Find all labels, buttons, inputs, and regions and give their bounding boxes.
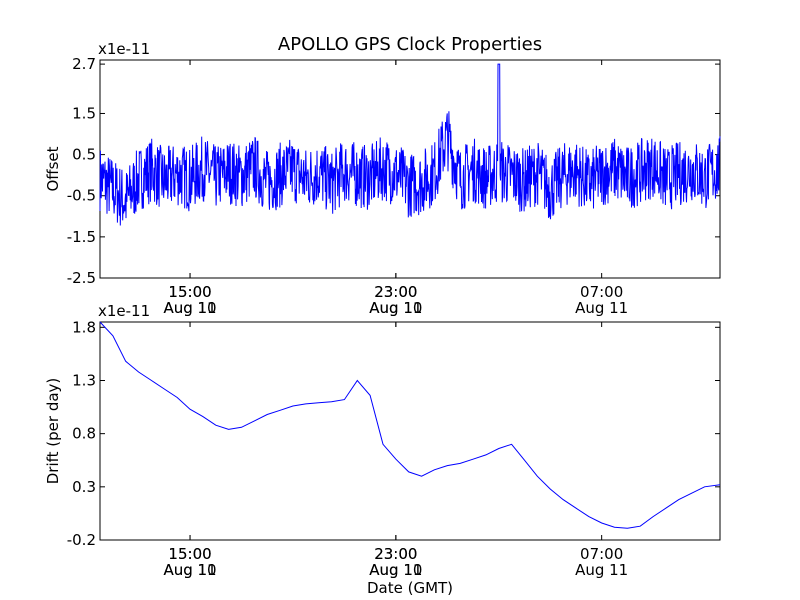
- offset-ytick-label: 1.5: [72, 104, 96, 122]
- offset-scale-label: x1e-11: [98, 40, 150, 58]
- drift-xtick-date-label: Aug 11: [575, 561, 628, 579]
- offset-ytick-label: 2.7: [72, 55, 96, 73]
- drift-ytick-label: 0.3: [72, 478, 96, 496]
- offset-xtick-time-label: 23:00: [374, 283, 417, 301]
- drift-xtick-time-label: 15:00: [168, 545, 211, 563]
- drift-ytick-label: 1.3: [72, 371, 96, 389]
- chart-title: APOLLO GPS Clock Properties: [278, 34, 542, 55]
- offset-xtick-time-label: 23:00: [374, 283, 417, 301]
- drift-xtick-time-label: 23:00: [374, 545, 417, 563]
- drift-xtick-time-label: 23:00: [374, 545, 417, 563]
- drift-ytick-label: -0.2: [67, 531, 96, 549]
- offset-xtick-date-label: Aug 10: [163, 299, 216, 317]
- drift-xtick-time-label: 07:00: [580, 545, 623, 563]
- offset-xtick-date-label: Aug 11: [369, 299, 422, 317]
- offset-xtick-time-label: 15:00: [168, 283, 211, 301]
- drift-plot-frame: [99, 321, 721, 541]
- drift-xtick-date-label: Aug 11: [369, 561, 422, 579]
- drift-panel: x1e-11 Drift (per day) Date (GMT) -0.2 0.…: [44, 302, 721, 597]
- offset-ytick-label: -2.5: [67, 269, 96, 287]
- drift-scale-label: x1e-11: [98, 302, 150, 320]
- drift-xtick-date-label: Aug 10: [369, 561, 422, 579]
- offset-xtick-time-label: 07:00: [580, 283, 623, 301]
- offset-xtick-date-label: Aug 10: [369, 299, 422, 317]
- offset-ytick-label: 0.5: [72, 146, 96, 164]
- drift-xtick-date-label: Aug 11: [163, 561, 216, 579]
- offset-ytick-label: -0.5: [67, 187, 96, 205]
- offset-series-line: [99, 63, 721, 226]
- drift-ytick-label: 0.8: [72, 425, 96, 443]
- offset-xtick-time-label: 15:00: [168, 283, 211, 301]
- offset-ytick-label: -1.5: [67, 228, 96, 246]
- drift-series-line: [99, 321, 721, 529]
- drift-xtick-time-label: 15:00: [168, 545, 211, 563]
- offset-panel: x1e-11 Offset -2.5 -1.5 -0.5 0.5 1.5 2.7 15:00…: [44, 40, 721, 317]
- offset-xtick-date-label: Aug 11: [163, 299, 216, 317]
- drift-ytick-label: 1.8: [72, 318, 96, 336]
- drift-ylabel: Drift (per day): [44, 378, 62, 485]
- drift-xtick-date-label: Aug 10: [163, 561, 216, 579]
- offset-ylabel: Offset: [44, 146, 62, 191]
- drift-xlabel: Date (GMT): [367, 579, 453, 597]
- offset-xtick-date-label: Aug 11: [575, 299, 628, 317]
